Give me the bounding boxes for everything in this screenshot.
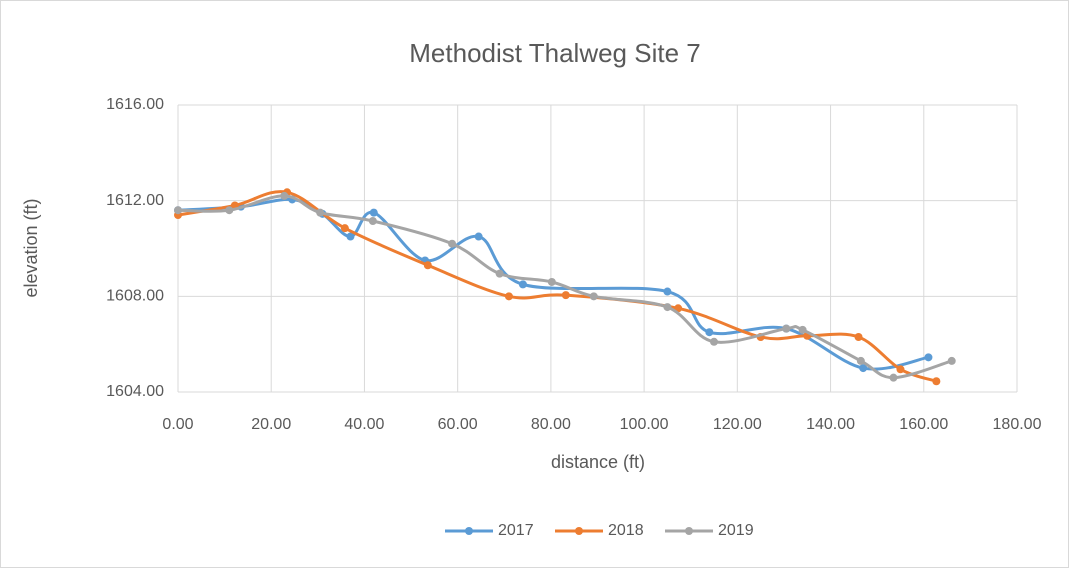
x-axis-title: distance (ft) xyxy=(551,452,645,472)
data-point xyxy=(495,269,504,278)
x-tick-label: 140.00 xyxy=(806,416,855,433)
x-tick-label: 20.00 xyxy=(251,416,291,433)
legend-label: 2017 xyxy=(498,522,534,539)
data-point xyxy=(340,224,349,233)
data-point xyxy=(782,324,791,333)
legend-label: 2019 xyxy=(718,522,754,539)
data-point xyxy=(174,206,182,215)
x-tick-label: 40.00 xyxy=(344,416,384,433)
data-point xyxy=(518,280,527,289)
data-point xyxy=(346,232,355,241)
series-line xyxy=(176,194,954,380)
legend-marker xyxy=(575,527,583,535)
data-point xyxy=(474,232,483,241)
x-tick-label: 80.00 xyxy=(531,416,571,433)
data-point xyxy=(798,325,807,334)
data-point xyxy=(663,287,672,296)
chart-title: Methodist Thalweg Site 7 xyxy=(409,38,700,68)
x-tick-label: 60.00 xyxy=(438,416,478,433)
data-point xyxy=(589,292,598,301)
y-tick-label: 1604.00 xyxy=(106,383,164,400)
data-point xyxy=(859,364,868,373)
data-point xyxy=(369,208,378,217)
data-point xyxy=(225,206,234,215)
data-point xyxy=(856,356,865,365)
data-point xyxy=(280,191,289,200)
data-point xyxy=(663,303,672,312)
data-point xyxy=(710,337,719,346)
data-point xyxy=(368,216,377,225)
data-point xyxy=(448,239,457,248)
x-tick-label: 100.00 xyxy=(620,416,669,433)
data-point xyxy=(896,365,905,374)
x-tick-label: 120.00 xyxy=(713,416,762,433)
y-axis-title: elevation (ft) xyxy=(21,198,41,297)
data-point xyxy=(316,208,325,217)
data-point xyxy=(705,328,714,337)
legend-label: 2018 xyxy=(608,522,644,539)
data-point xyxy=(947,356,956,365)
x-tick-label: 160.00 xyxy=(899,416,948,433)
legend-marker xyxy=(685,527,693,535)
x-tick-label: 0.00 xyxy=(162,416,193,433)
legend-marker xyxy=(465,527,473,535)
data-point xyxy=(854,332,863,341)
y-tick-label: 1608.00 xyxy=(106,288,164,305)
data-point xyxy=(924,353,933,362)
y-tick-label: 1616.00 xyxy=(106,96,164,113)
data-point xyxy=(504,292,513,301)
data-point xyxy=(561,291,570,300)
data-point xyxy=(932,377,941,386)
data-point xyxy=(423,261,432,270)
data-point xyxy=(547,277,556,286)
data-point xyxy=(889,373,898,382)
x-tick-label: 180.00 xyxy=(993,416,1042,433)
y-tick-label: 1612.00 xyxy=(106,192,164,209)
